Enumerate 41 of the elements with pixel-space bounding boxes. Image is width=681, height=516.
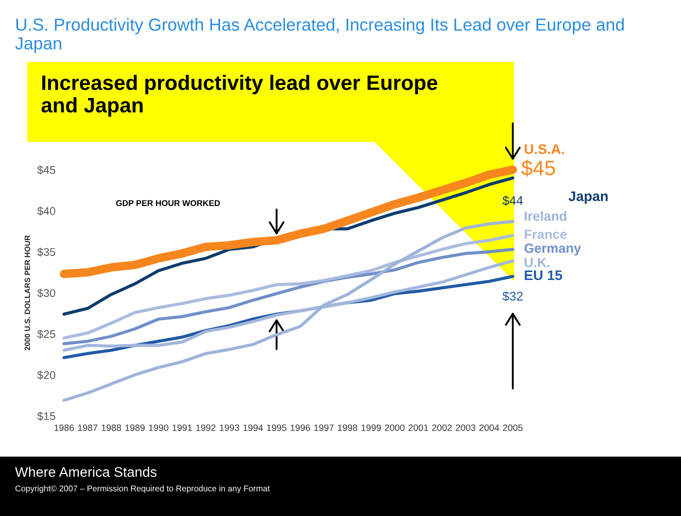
annotation: GDP PER HOUR WORKED — [116, 200, 220, 206]
series-label: Germany — [524, 244, 582, 256]
x-tick-label: 1993 — [220, 424, 240, 431]
text: Where America Stands — [15, 466, 157, 477]
x-tick-label: 1994 — [243, 424, 263, 431]
y-tick-label: $35 — [37, 248, 56, 257]
chart-title: U.S. Productivity Growth Has Accelerated, Increasing Its Lead over Europe and Japan — [15, 18, 624, 53]
y-tick-label: $30 — [37, 288, 56, 298]
data-label: $45 — [521, 160, 556, 177]
x-tick-label: 2000 — [384, 424, 405, 431]
x-tick-label: 1999 — [362, 424, 381, 431]
x-tick-label: 2004 — [479, 424, 500, 431]
series-label: France — [524, 230, 567, 239]
x-tick-label: 1989 — [125, 424, 145, 431]
y-tick-label: $25 — [37, 330, 56, 339]
x-tick-label: 1988 — [102, 424, 122, 431]
text: Copyright© 2007 – Permission Required to Reproduce in any Format — [15, 485, 270, 494]
chart-subtitle: Increased productivity lead over Europe and Japan — [41, 74, 438, 117]
y-tick-label: $20 — [37, 370, 56, 380]
x-tick-label: 1997 — [314, 424, 334, 431]
data-label: $32 — [502, 291, 523, 302]
x-tick-label: 2003 — [456, 424, 476, 431]
text: Japan — [568, 191, 608, 204]
x-tick-label: 1990 — [149, 424, 168, 431]
x-tick-label: 1995 — [267, 424, 286, 431]
y-tick-label: $40 — [37, 206, 56, 216]
x-tick-label: 1996 — [290, 424, 310, 431]
y-tick-label: $15 — [37, 412, 56, 421]
x-tick-label: 1992 — [196, 424, 216, 431]
x-tick-label: 1986 — [54, 424, 74, 431]
x-tick-label: 1987 — [78, 424, 98, 431]
x-tick-label: 1998 — [338, 424, 358, 431]
y-tick-label: $45 — [37, 166, 56, 175]
x-tick-label: 1991 — [172, 424, 192, 431]
series-label: U.K. — [524, 258, 550, 268]
series-label: U.S.A. — [524, 144, 564, 154]
series-label: EU 15 — [524, 270, 562, 280]
x-tick-label: 2001 — [408, 424, 428, 431]
x-tick-label: 2002 — [432, 424, 452, 431]
x-tick-label: 2005 — [503, 424, 523, 431]
series-label: Ireland — [524, 211, 566, 221]
